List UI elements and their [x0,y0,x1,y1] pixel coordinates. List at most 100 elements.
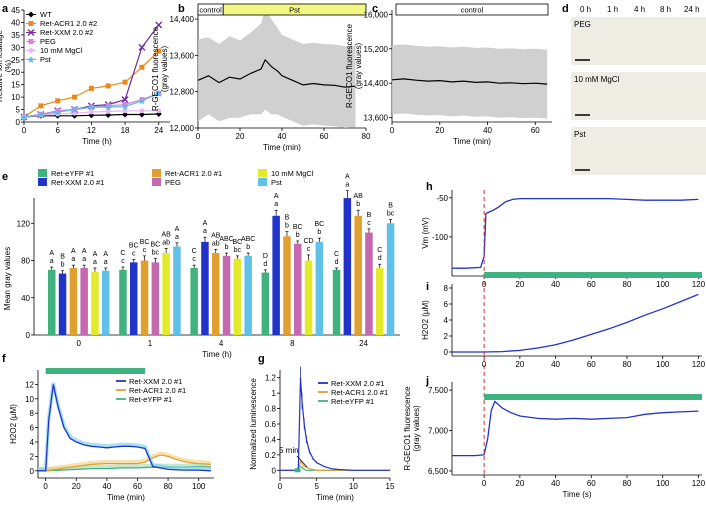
treatment-bar-label: control [461,6,484,15]
sig-letter-lower: c [307,246,311,253]
sig-letter-lower: c [367,220,371,227]
axes-i: 0 20 40 60 80 100 120 0 2 4 6 8 H2O2 (µM) [421,284,706,369]
sig-letter-lower: a [71,256,75,263]
data-point [122,79,128,85]
sig-letter-upper: C [334,251,339,258]
x-tick-label: 0 [77,339,82,348]
legend-label: Ret-XXM 2.0 #1 [51,178,104,187]
time-label-1h: 1 h [607,5,618,14]
sig-letter-lower: c [132,251,136,258]
y-axis-label: Normalized luminescence [249,378,258,470]
light-pulse-bar [294,468,301,473]
sig-letter-upper: B [60,254,65,261]
sig-letter-upper: D [263,253,268,260]
panel-g-arrow-label: 5 min [279,446,299,455]
sem-band [38,451,212,471]
x-axis-label: Time (min) [316,493,354,502]
x-tick-label: 0 [278,482,283,491]
sig-letter-lower: ab [212,240,220,247]
x-tick-label: 15 [386,482,395,491]
legend-swatch [38,178,47,186]
sig-letter-upper: A [274,193,279,200]
y-tick-label: -100 [432,233,449,242]
bar [304,260,313,335]
legend-label: Ret-ACR1 2.0 #1 [129,386,186,395]
sig-letter-lower: a [50,258,54,265]
y-tick-label: 14,400 [364,79,389,88]
x-tick-label: 60 [587,360,596,369]
sig-letter-upper: BC [232,239,242,246]
x-tick-label: 0 [390,126,395,135]
data-point [156,48,162,54]
sig-letter-upper: CD [303,238,313,245]
x-tick-label: 10 [349,482,358,491]
data-point [104,103,112,111]
y-tick-label: 0 [444,348,449,357]
treatment-bar-label: Pst [289,6,301,15]
x-tick-label: 20 [435,126,444,135]
bar [233,258,242,335]
legend-label: Ret-eYFP #1 [331,397,374,406]
y-tick-label: 120 [17,219,31,228]
bar [272,215,280,335]
sig-letter-upper: A [103,251,108,258]
x-tick-label: 80 [362,132,371,141]
x-tick-label: 24 [154,126,163,135]
y-axis-label: R-GECO1 fluorescence [151,26,160,111]
x-tick-label: 60 [531,126,540,135]
time-label-24h: 24 h [684,5,700,14]
y-axis-label-unit: (%) [4,59,13,72]
x-tick-label: 80 [164,482,173,491]
series-line [452,293,699,353]
y-tick-label: 5 [16,106,21,115]
y-tick-label: 1.2 [265,374,277,383]
mean-line [391,78,548,85]
y-tick-label: 6,500 [428,467,449,476]
sig-letter-lower: bc [387,211,395,218]
sig-letter-lower: a [82,256,86,263]
series-line [38,384,211,472]
bar [332,269,341,335]
y-axis-label: R-GECO1 fluorescence [345,23,354,108]
y-tick-label: 8 [30,409,35,418]
sig-letter-upper: BC [293,224,303,231]
bar [315,241,324,335]
sig-letter-upper: A [49,250,54,257]
y-tick-label: 15,200 [364,45,389,54]
y-tick-label: 0.2 [265,451,277,460]
data-point [139,108,145,114]
data-point [87,103,95,111]
panel-letter-c: c [372,3,378,15]
x-tick-label: 0 [43,482,48,491]
x-tick-label: 40 [551,479,560,488]
bar [69,267,78,335]
time-label-0h: 0 h [580,5,591,14]
sig-letter-lower: c [192,256,196,263]
x-tick-label: 20 [515,280,524,289]
treatment-bar-pst [222,3,367,16]
sig-letter-upper: AB [161,231,171,238]
sig-letter-lower: a [175,234,179,241]
x-tick-label: 60 [133,482,142,491]
x-tick-label: 60 [587,280,596,289]
mean-line [197,58,356,88]
x-tick-label: 100 [192,482,206,491]
legend-label: Pst [271,178,283,187]
bar [376,267,384,335]
y-axis-label: H2O2 (µM) [9,404,18,444]
y-axis-label-unit: (gray values) [160,46,169,93]
x-axis-label: Time (min) [263,143,301,152]
y-tick-label: 0 [272,466,277,475]
x-tick-label: 80 [623,280,632,289]
data-point [138,111,145,118]
legend-label: 10 mM MgCl [40,46,83,55]
bar [130,262,138,335]
x-tick-label: 1 [148,339,153,348]
sig-letter-upper: BC [150,242,160,249]
legend-label: PEG [40,37,56,46]
legend-label: Ret-XXM 2.0 #1 [129,377,182,386]
bar [48,269,56,335]
data-point [71,106,79,114]
x-tick-label: 0 [196,132,201,141]
data-point [105,83,111,89]
